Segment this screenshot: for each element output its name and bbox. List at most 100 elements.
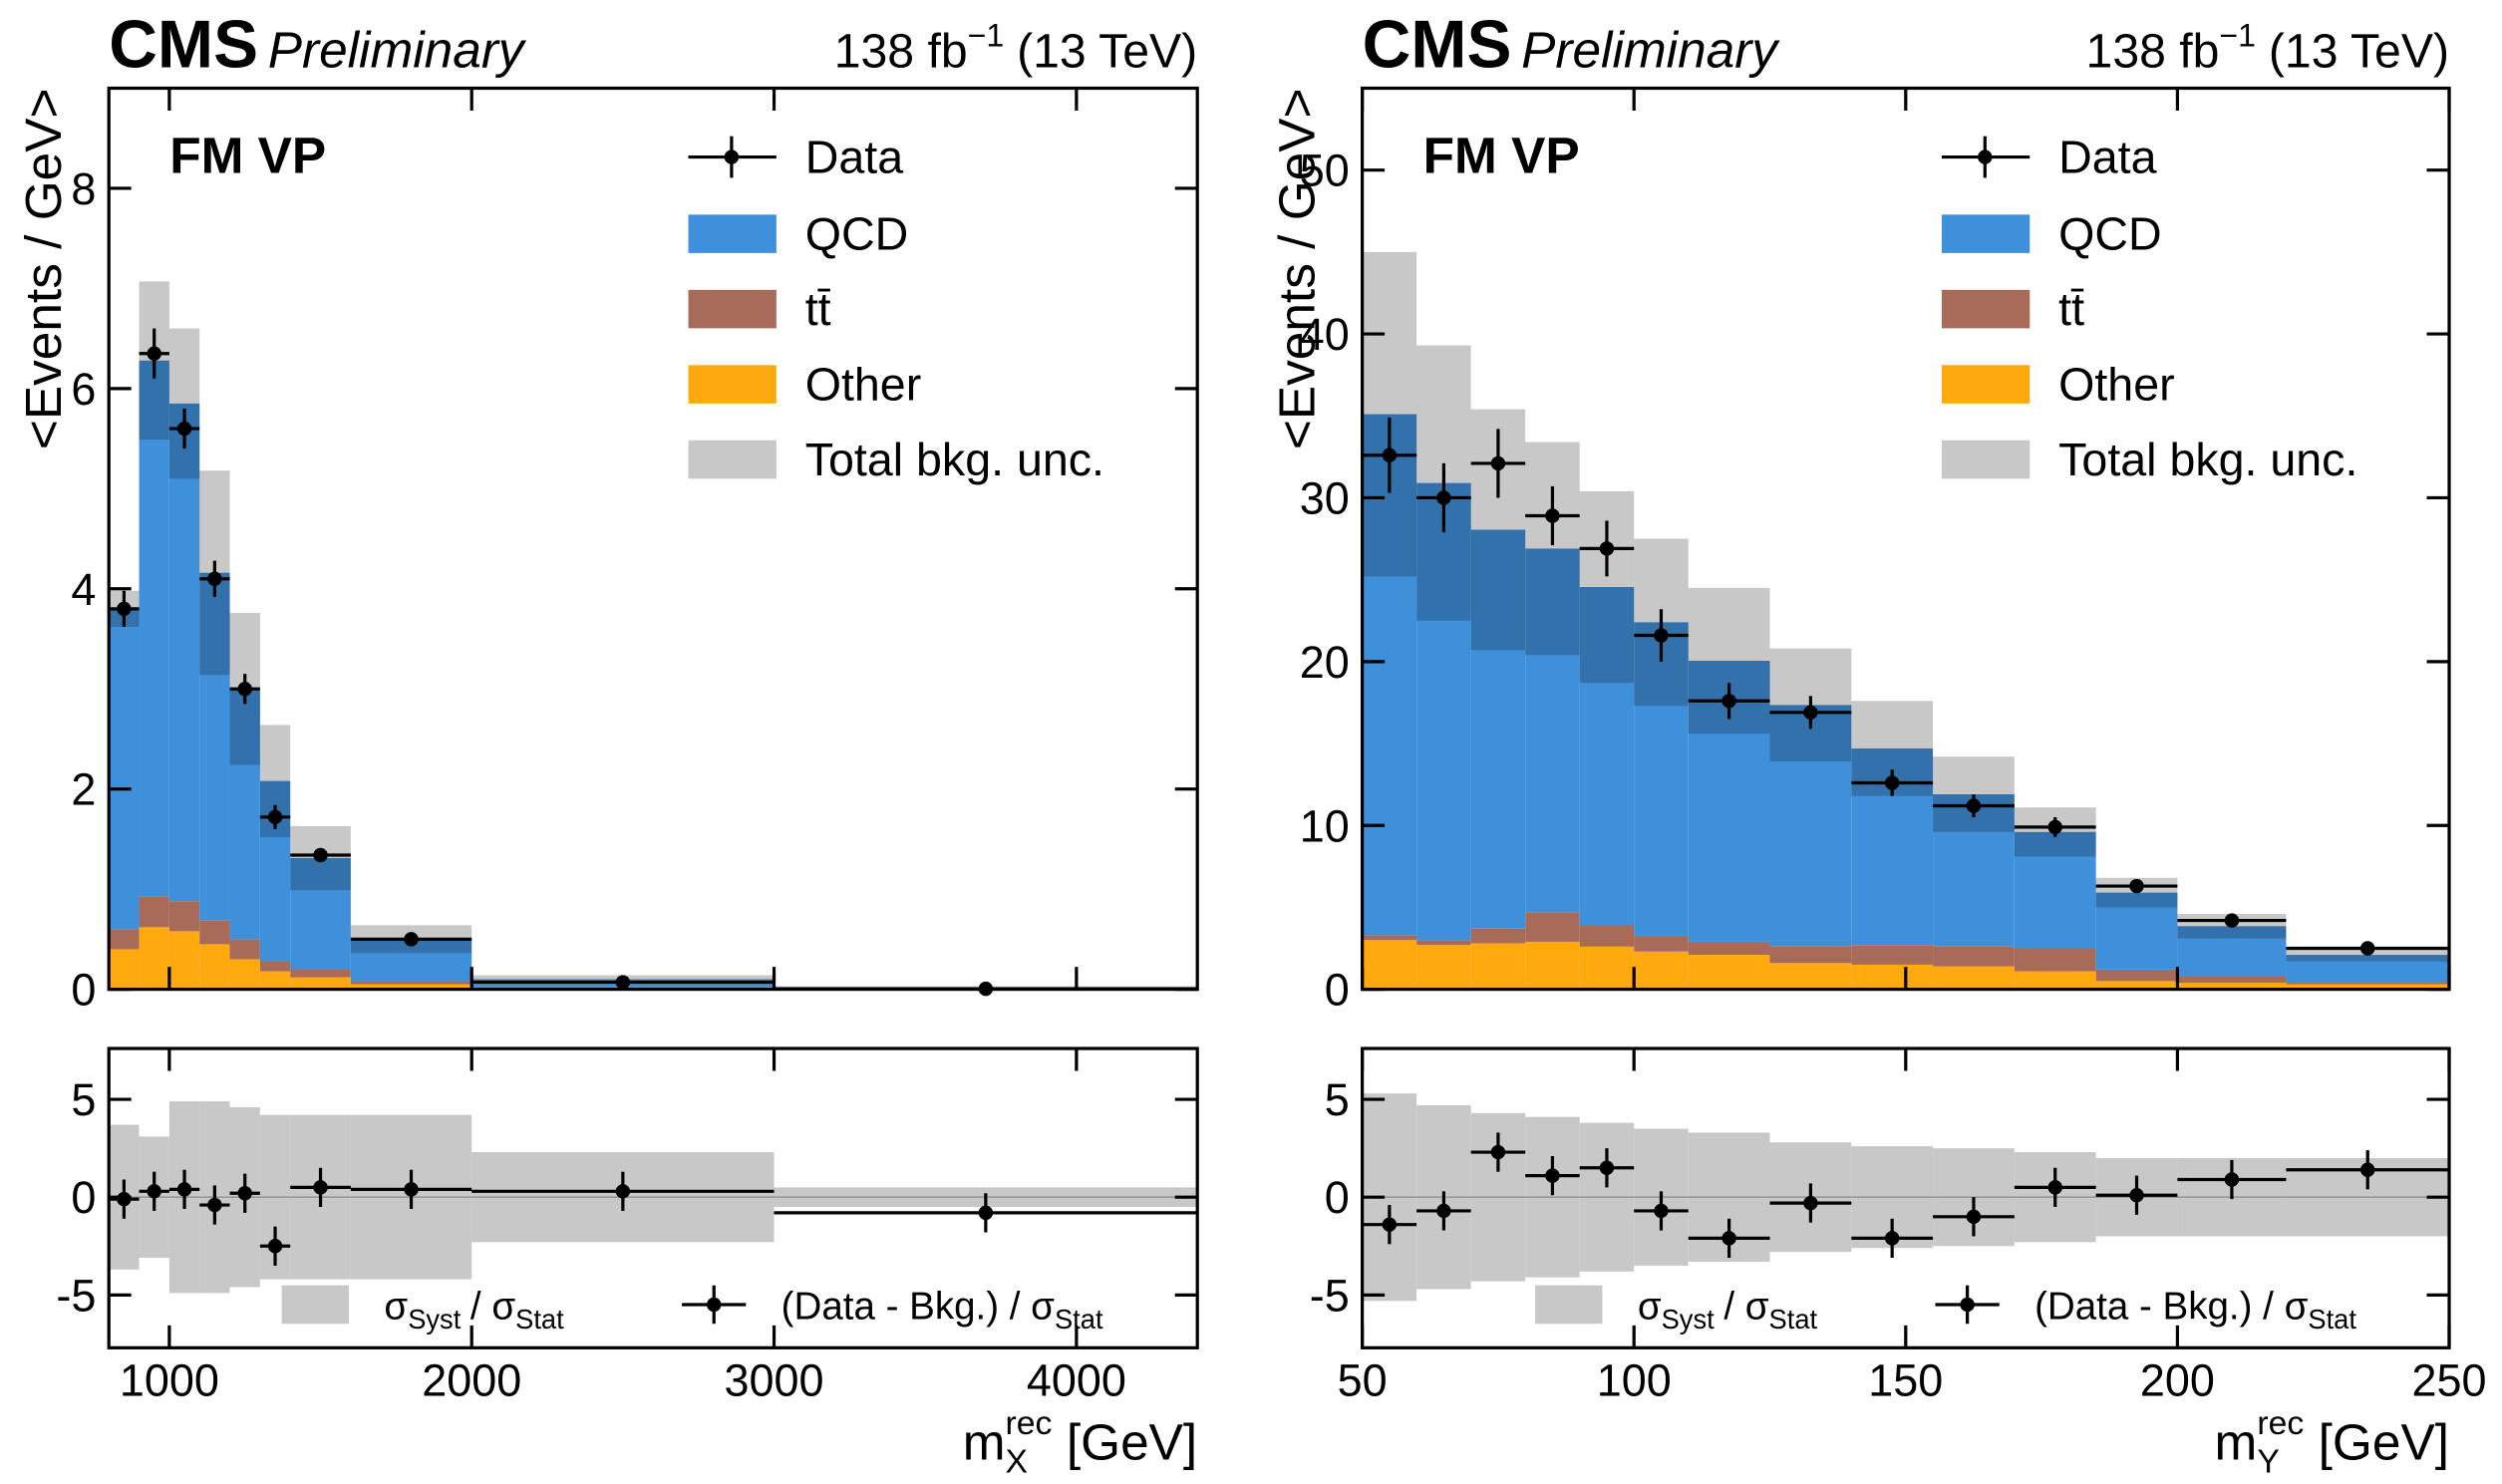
band-sub2: Stat bbox=[1769, 1304, 1818, 1335]
data-point bbox=[1721, 694, 1736, 709]
x-tick-label: 2000 bbox=[422, 1355, 521, 1406]
x-axis-title: mXrec [GeV] bbox=[963, 1404, 1197, 1481]
x-axis-sub: X bbox=[1006, 1443, 1029, 1481]
pull-point bbox=[207, 1197, 222, 1213]
stack-bar bbox=[1470, 928, 1526, 944]
stack-bar bbox=[1470, 943, 1526, 990]
stack-bar bbox=[350, 981, 472, 985]
pull-point bbox=[1599, 1160, 1615, 1175]
points-sub: Stat bbox=[1055, 1304, 1103, 1335]
data-point bbox=[2129, 878, 2144, 894]
stack-bar bbox=[1933, 946, 2015, 967]
pull-y-tick-label: 5 bbox=[1325, 1074, 1350, 1125]
stack-bar bbox=[2095, 969, 2178, 982]
y-tick-label: 4 bbox=[71, 564, 96, 615]
stack-bar bbox=[1362, 940, 1417, 990]
pull-point bbox=[313, 1180, 328, 1195]
y-tick-label: 50 bbox=[1300, 146, 1350, 196]
lumi: 138 fb−1 (13 TeV) bbox=[2086, 18, 2449, 79]
data-point bbox=[313, 847, 328, 863]
pull-point bbox=[147, 1184, 161, 1199]
legend-swatch bbox=[688, 289, 777, 329]
legend-label: Data bbox=[2058, 132, 2156, 183]
x-tick-label: 50 bbox=[1338, 1355, 1388, 1406]
y-tick-label: 2 bbox=[71, 764, 96, 815]
band-sub2: Stat bbox=[515, 1304, 564, 1335]
data-point bbox=[1382, 447, 1398, 462]
y-tick-label: 0 bbox=[71, 965, 96, 1016]
stack-bar bbox=[2095, 981, 2178, 990]
uncertainty-band bbox=[1579, 490, 1635, 684]
pull-point bbox=[2224, 1172, 2240, 1187]
pull-y-tick-label: -5 bbox=[1310, 1270, 1350, 1321]
x-tick-label: 150 bbox=[1868, 1355, 1943, 1406]
data-point bbox=[1803, 705, 1818, 721]
data-point bbox=[1966, 798, 1982, 813]
stack-bar bbox=[1851, 945, 1934, 965]
y-tick-label: 6 bbox=[71, 364, 96, 415]
pull-y-tick-label: 0 bbox=[1325, 1172, 1350, 1223]
stack-bar bbox=[259, 971, 291, 990]
stack-bar bbox=[1579, 946, 1635, 990]
data-point bbox=[207, 571, 222, 586]
legend-label: Other bbox=[805, 359, 921, 411]
legend-label: Total bkg. unc. bbox=[805, 434, 1104, 485]
legend-label: tt̄ bbox=[2058, 283, 2084, 335]
stack-bar bbox=[2286, 984, 2450, 990]
pull-point bbox=[267, 1239, 283, 1254]
stack-bar bbox=[1688, 955, 1770, 990]
legend-swatch bbox=[1941, 365, 2031, 404]
stack-bar bbox=[139, 896, 169, 928]
data-point bbox=[267, 809, 283, 825]
data-point bbox=[404, 932, 419, 947]
stack-bar bbox=[2014, 971, 2096, 990]
pull-point bbox=[1966, 1209, 1982, 1225]
y-tick-label: 30 bbox=[1300, 473, 1350, 524]
stack-bar bbox=[1525, 912, 1580, 942]
band-name: σ bbox=[384, 1285, 408, 1328]
points-name: (Data - Bkg.) / σ bbox=[782, 1285, 1056, 1328]
data-point bbox=[147, 346, 161, 361]
pull-legend-dot bbox=[706, 1297, 722, 1313]
band-sub: Syst bbox=[408, 1304, 462, 1335]
stack-bar bbox=[1416, 945, 1471, 990]
x-axis-title: mYrec [GeV] bbox=[2215, 1404, 2449, 1481]
experiment: CMS bbox=[1363, 8, 1512, 83]
pull-legend-label: (Data - Bkg.) / σStat bbox=[782, 1285, 1103, 1335]
legend-label: Total bkg. unc. bbox=[2058, 434, 2357, 485]
legend-label: Data bbox=[805, 132, 903, 183]
x-tick-label: 200 bbox=[2140, 1355, 2215, 1406]
stack-bar bbox=[350, 984, 472, 990]
uncertainty-band bbox=[1525, 442, 1580, 656]
points-name: (Data - Bkg.) / σ bbox=[2034, 1285, 2309, 1328]
pull-legend-dot bbox=[1960, 1297, 1975, 1313]
pull-point bbox=[176, 1182, 192, 1197]
stack-bar bbox=[1525, 941, 1580, 990]
data-point bbox=[2224, 913, 2240, 928]
pull-y-tick-label: 0 bbox=[71, 1172, 96, 1223]
legend-label: QCD bbox=[2058, 208, 2161, 260]
points-sub: Stat bbox=[2308, 1304, 2356, 1335]
x-tick-label: 3000 bbox=[725, 1355, 824, 1406]
region-label: FM VP bbox=[169, 127, 326, 184]
stack-bar bbox=[1769, 946, 1852, 964]
data-point bbox=[1436, 490, 1451, 505]
stack-bar bbox=[168, 403, 200, 902]
main-frame bbox=[107, 86, 1199, 992]
data-point bbox=[1654, 628, 1669, 643]
x-axis-var: m bbox=[2215, 1413, 2258, 1471]
uncertainty-band bbox=[1362, 251, 1417, 577]
pull-point bbox=[1490, 1144, 1506, 1160]
energy: (13 TeV) bbox=[1017, 25, 1197, 79]
legend-swatch bbox=[1941, 440, 2031, 479]
y-tick-label: 10 bbox=[1300, 800, 1350, 851]
x-tick-label: 100 bbox=[1597, 1355, 1672, 1406]
data-point bbox=[1884, 775, 1900, 790]
data-point bbox=[176, 421, 192, 437]
stack-bar bbox=[2177, 976, 2287, 984]
x-axis-unit: [GeV] bbox=[2319, 1413, 2449, 1471]
data-point bbox=[2359, 941, 2375, 956]
x-tick-label: 250 bbox=[2411, 1355, 2486, 1406]
data-point bbox=[237, 682, 252, 697]
